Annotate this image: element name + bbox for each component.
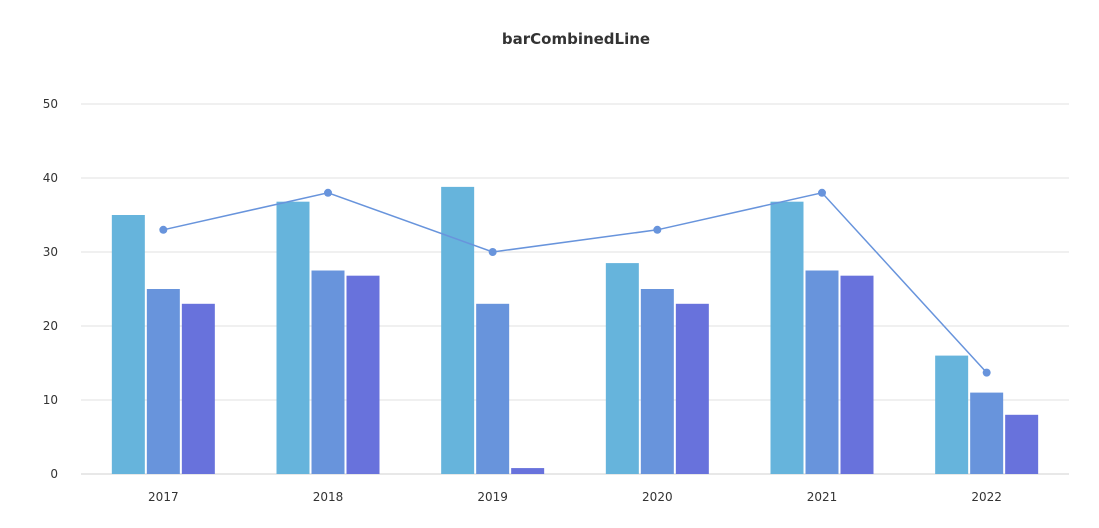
line-point-2022 xyxy=(982,368,991,377)
bar-2017-s2 xyxy=(146,289,180,474)
x-tick-label: 2022 xyxy=(971,490,1002,504)
bar-2018-s2 xyxy=(311,270,345,474)
line-point-2020 xyxy=(653,225,662,234)
y-tick-label: 10 xyxy=(43,393,58,407)
bars-group xyxy=(111,186,1039,474)
bar-2022-s2 xyxy=(970,392,1004,474)
bar-2018-s3 xyxy=(346,275,380,474)
bar-2017-s1 xyxy=(111,215,145,474)
line-point-2019 xyxy=(488,248,497,256)
bar-2020-s1 xyxy=(605,263,639,474)
grid-lines xyxy=(81,103,1069,475)
line-point-2018 xyxy=(324,188,332,197)
bar-2019-s1 xyxy=(441,186,475,474)
y-tick-label: 0 xyxy=(50,467,58,481)
y-tick-label: 20 xyxy=(43,319,58,333)
bar-2021-s1 xyxy=(770,201,804,474)
line-point-2017 xyxy=(159,225,168,234)
bar-2019-s3 xyxy=(511,468,545,474)
bar-2019-s2 xyxy=(476,303,510,474)
x-tick-label: 2018 xyxy=(313,490,344,504)
bar-2022-s3 xyxy=(1005,414,1039,474)
x-tick-label: 2021 xyxy=(807,490,838,504)
bar-2022-s1 xyxy=(935,355,969,474)
bar-2020-s2 xyxy=(640,289,674,474)
bar-2017-s3 xyxy=(181,303,215,474)
bar-2021-s2 xyxy=(805,270,839,474)
x-tick-label: 2017 xyxy=(148,490,179,504)
bar-2020-s3 xyxy=(675,303,709,474)
chart-title: barCombinedLine xyxy=(501,30,651,48)
bar-2018-s1 xyxy=(276,201,310,474)
line-series-1 xyxy=(163,191,988,374)
x-tick-label: 2019 xyxy=(477,490,508,504)
x-tick-label: 2020 xyxy=(642,490,673,504)
line-point-2021 xyxy=(818,188,826,197)
y-tick-label: 40 xyxy=(43,171,58,185)
y-tick-label: 30 xyxy=(43,245,58,259)
y-tick-label: 50 xyxy=(43,97,58,111)
bar-2021-s3 xyxy=(840,275,874,474)
